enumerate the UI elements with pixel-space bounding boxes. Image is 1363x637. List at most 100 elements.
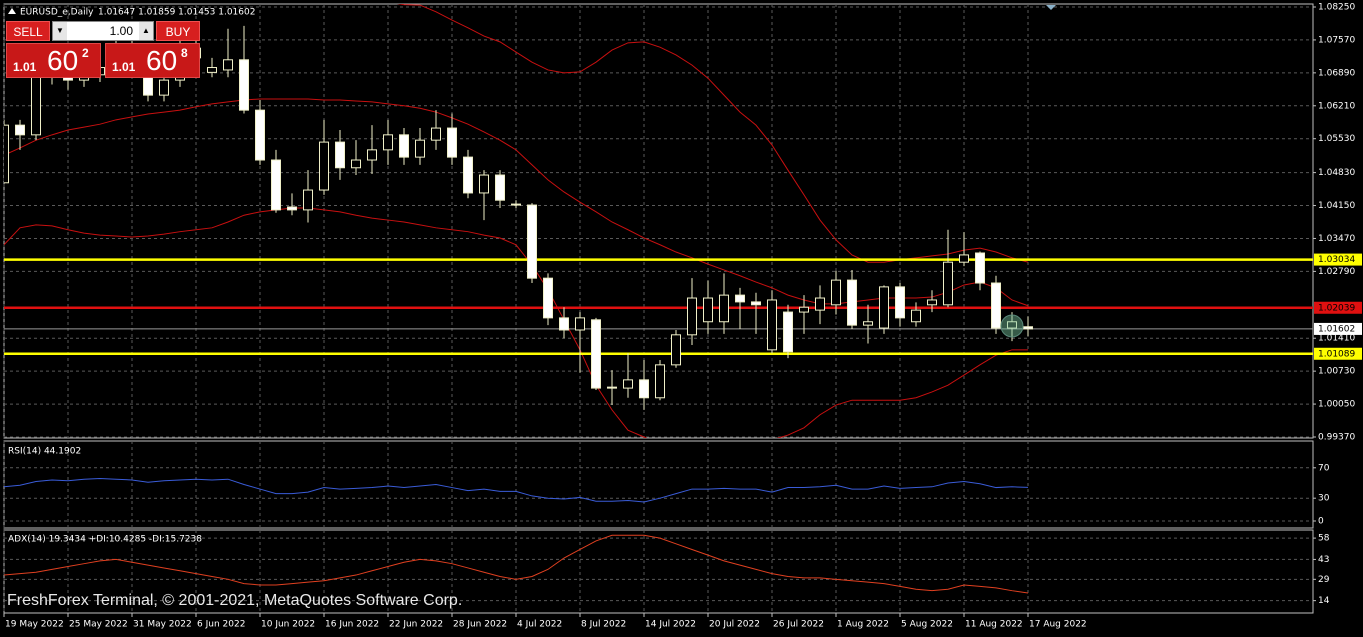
y-tick-label: 14 bbox=[1318, 596, 1330, 606]
x-tick-label: 19 May 2022 bbox=[5, 620, 64, 630]
candle-body bbox=[367, 149, 377, 161]
candle-body bbox=[575, 317, 585, 331]
level-label: 1.03034 bbox=[1318, 255, 1355, 265]
x-tick-label: 31 May 2022 bbox=[133, 620, 192, 630]
x-tick-label: 8 Jul 2022 bbox=[581, 620, 626, 630]
y-tick-label: 30 bbox=[1318, 494, 1330, 504]
rsi-title: RSI(14) 44.1902 bbox=[8, 447, 81, 457]
y-tick-label: 43 bbox=[1318, 555, 1329, 565]
candle-body bbox=[255, 109, 265, 161]
candle-body bbox=[1023, 326, 1033, 330]
candle-body bbox=[287, 206, 297, 211]
x-tick-label: 28 Jun 2022 bbox=[453, 620, 507, 630]
level-label-box bbox=[1314, 253, 1362, 266]
lot-input[interactable]: ▼ 1.00 ▲ bbox=[52, 21, 154, 41]
y-tick-label: 1.05530 bbox=[1318, 134, 1355, 144]
x-tick-label: 20 Jul 2022 bbox=[709, 620, 760, 630]
x-tick-label: 1 Aug 2022 bbox=[837, 620, 889, 630]
candle-body bbox=[607, 386, 617, 389]
candle-body bbox=[527, 204, 537, 279]
candle-body bbox=[415, 139, 425, 158]
candle-body bbox=[479, 174, 489, 194]
buy-price[interactable]: 1.01 60 8 bbox=[105, 43, 200, 78]
level-label-box bbox=[1314, 301, 1362, 314]
candle-body bbox=[447, 127, 457, 158]
watermark: FreshForex Terminal, © 2001-2021, MetaQu… bbox=[7, 592, 462, 609]
lot-value[interactable]: 1.00 bbox=[109, 24, 133, 38]
candle-body bbox=[735, 294, 745, 303]
buy-button[interactable]: BUY bbox=[156, 21, 200, 41]
candle-body bbox=[303, 189, 313, 211]
x-tick-label: 22 Jun 2022 bbox=[389, 620, 443, 630]
candle-body bbox=[399, 134, 409, 158]
y-tick-label: 1.06890 bbox=[1318, 68, 1355, 78]
collapse-icon[interactable] bbox=[8, 8, 16, 14]
sell-price-big: 1.01 bbox=[13, 60, 37, 74]
lot-up[interactable]: ▲ bbox=[139, 22, 153, 40]
x-tick-label: 14 Jul 2022 bbox=[645, 620, 696, 630]
adx-frame bbox=[3, 529, 1314, 614]
candle-body bbox=[207, 67, 217, 73]
level-label: 1.01089 bbox=[1318, 349, 1355, 359]
candle-body bbox=[847, 279, 857, 326]
x-tick-label: 11 Aug 2022 bbox=[965, 620, 1023, 630]
buy-price-fraction: 8 bbox=[181, 46, 188, 60]
sell-price[interactable]: 1.01 60 2 bbox=[6, 43, 101, 78]
shift-marker[interactable] bbox=[1046, 5, 1056, 10]
candle-body bbox=[783, 311, 793, 353]
candle-body bbox=[223, 59, 233, 71]
candle-body bbox=[719, 294, 729, 323]
candle-body bbox=[863, 321, 873, 326]
candle-body bbox=[655, 364, 665, 399]
indicator-line bbox=[4, 477, 1029, 503]
ohlc-label: 1.01647 1.01859 1.01453 1.01602 bbox=[98, 8, 255, 18]
x-tick-label: 25 May 2022 bbox=[69, 620, 128, 630]
candle-body bbox=[31, 74, 41, 136]
sell-price-pips: 60 bbox=[47, 45, 79, 76]
x-tick-label: 6 Jun 2022 bbox=[197, 620, 245, 630]
buy-price-big: 1.01 bbox=[112, 60, 136, 74]
candle-body bbox=[623, 379, 633, 389]
y-tick-label: 1.06210 bbox=[1318, 101, 1355, 111]
candle-body bbox=[767, 299, 777, 351]
candle-body bbox=[831, 279, 841, 306]
x-tick-label: 26 Jul 2022 bbox=[773, 620, 824, 630]
candle-body bbox=[591, 319, 601, 389]
candle-body bbox=[351, 159, 361, 169]
candle-body bbox=[927, 299, 937, 306]
candle-body bbox=[943, 261, 953, 306]
band-lower bbox=[4, 207, 1028, 438]
level-label-box bbox=[1314, 322, 1362, 335]
y-tick-label: 0.99370 bbox=[1318, 433, 1355, 443]
candle-body bbox=[1007, 321, 1017, 329]
y-tick-label: 1.03470 bbox=[1318, 234, 1355, 244]
candle-body bbox=[559, 317, 569, 331]
y-tick-label: 58 bbox=[1318, 534, 1330, 544]
y-tick-label: 1.00050 bbox=[1318, 400, 1355, 410]
x-tick-label: 10 Jun 2022 bbox=[261, 620, 315, 630]
lot-down[interactable]: ▼ bbox=[53, 22, 67, 40]
y-tick-label: 1.04150 bbox=[1318, 201, 1355, 211]
symbol-title: EURUSD_e,Daily bbox=[20, 8, 94, 18]
candle-body bbox=[959, 254, 969, 263]
candle-body bbox=[543, 277, 553, 319]
candle-body bbox=[463, 156, 473, 194]
y-tick-label: 1.01410 bbox=[1318, 334, 1355, 344]
buy-price-pips: 60 bbox=[146, 45, 178, 76]
band-middle bbox=[4, 98, 1029, 307]
highlight bbox=[1000, 314, 1024, 338]
candle-body bbox=[687, 297, 697, 336]
indicator-line bbox=[4, 534, 1029, 594]
one-click-trading: SELL ▼ 1.00 ▲ BUY 1.01 60 2 1.01 60 8 bbox=[6, 21, 200, 78]
candle-body bbox=[495, 174, 505, 201]
x-tick-label: 17 Aug 2022 bbox=[1029, 620, 1087, 630]
sell-button[interactable]: SELL bbox=[6, 21, 50, 41]
y-tick-label: 1.04830 bbox=[1318, 168, 1355, 178]
band-upper bbox=[396, 4, 1029, 263]
adx-title: ADX(14) 19.3434 +DI:10.4285 -DI:15.7238 bbox=[8, 535, 202, 545]
y-tick-label: 1.02790 bbox=[1318, 267, 1355, 277]
candle-body bbox=[335, 141, 345, 169]
rsi-frame bbox=[3, 440, 1314, 529]
